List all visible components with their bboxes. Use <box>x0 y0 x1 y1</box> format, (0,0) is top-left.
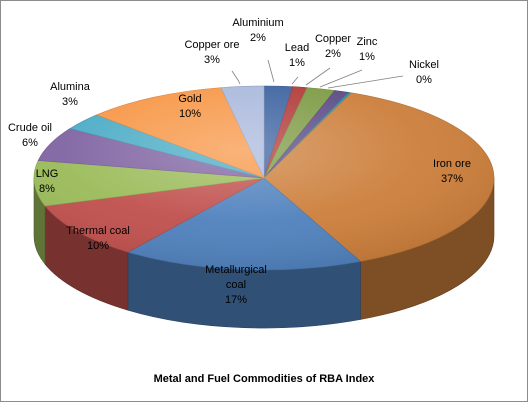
data-label-nickel: Nickel 0% <box>409 59 439 86</box>
leader-zinc <box>319 69 363 88</box>
leader-copper <box>305 67 331 86</box>
data-label-copper-ore: Copper ore 3% <box>184 39 239 66</box>
leader-copper-ore <box>231 70 241 85</box>
leader-aluminium <box>267 59 275 83</box>
leader-nickel <box>327 75 404 89</box>
leader-lines <box>231 59 404 89</box>
data-label-thermal-coal: Thermal coal 10% <box>66 225 130 252</box>
data-label-zinc: Zinc 1% <box>357 36 378 63</box>
data-label-alumina: Alumina 3% <box>50 81 91 108</box>
data-label-metallurgical-coal: Metallurgical coal 17% <box>205 264 267 306</box>
data-label-lead: Lead 1% <box>285 42 309 69</box>
data-label-gold: Gold 10% <box>178 93 201 120</box>
data-labels: Aluminium 2%Lead 1%Copper 2% Zinc 1% Nickel 0% I… <box>8 17 471 306</box>
data-label-iron-ore: Iron ore 37% <box>433 158 471 185</box>
chart-title: Metal and Fuel Commodities of RBA Index <box>153 373 375 385</box>
data-label-aluminium: Aluminium 2% <box>232 17 283 44</box>
data-label-copper: Copper 2% <box>315 33 351 60</box>
leader-lead <box>291 76 299 85</box>
data-label-lng: LNG 8% <box>36 168 59 195</box>
data-label-crude-oil: Crude oil 6% <box>8 122 52 149</box>
